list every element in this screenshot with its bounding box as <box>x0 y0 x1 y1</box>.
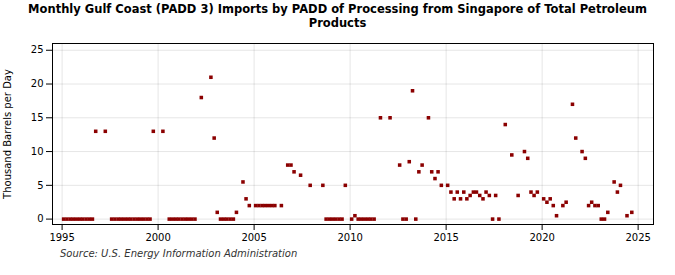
svg-text:2010: 2010 <box>337 231 362 242</box>
svg-text:10: 10 <box>31 145 44 156</box>
svg-text:20: 20 <box>31 78 44 89</box>
svg-text:2025: 2025 <box>625 231 650 242</box>
svg-text:Thousand Barrels per Day: Thousand Barrels per Day <box>2 69 13 200</box>
html-text:Monthly Gulf Coast (PADD 3) Im: Monthly Gulf Coast (PADD 3) Imports by P… <box>28 2 647 30</box>
svg-text:15: 15 <box>31 112 44 123</box>
svg-text:2005: 2005 <box>241 231 266 242</box>
svg-text:0: 0 <box>37 213 43 224</box>
svg-text:5: 5 <box>37 179 43 190</box>
svg-text:1995: 1995 <box>49 231 74 242</box>
svg-text:25: 25 <box>31 44 44 55</box>
svg-text:2015: 2015 <box>433 231 458 242</box>
svg-text:2020: 2020 <box>529 231 554 242</box>
html-text:Source: U.S. Energy Informatio: Source: U.S. Energy Information Administ… <box>60 247 298 259</box>
svg-text:2000: 2000 <box>145 231 170 242</box>
